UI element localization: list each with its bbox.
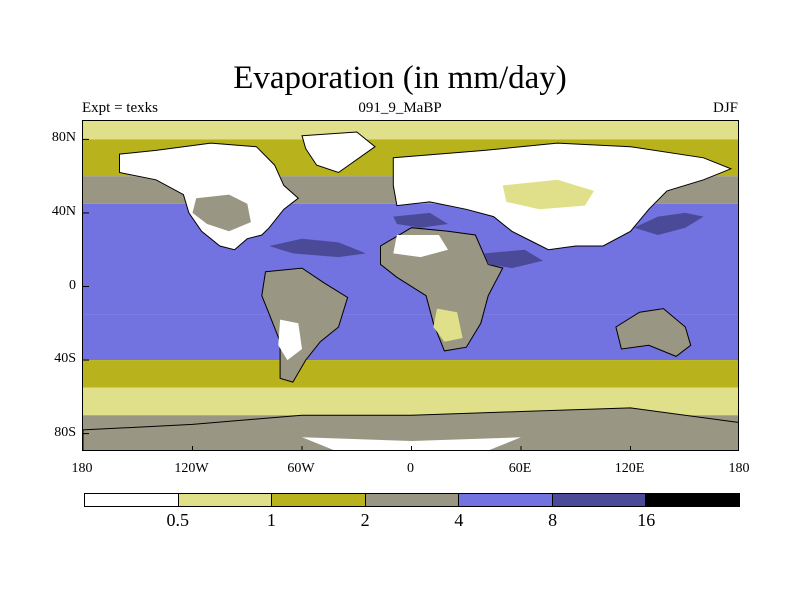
colorbar-level-label: 0.5 xyxy=(166,510,189,530)
region-indian-max xyxy=(484,249,543,269)
region-australia xyxy=(615,308,692,357)
region-africa-dry xyxy=(393,235,448,258)
x-tick-label: 0 xyxy=(407,461,414,476)
region-antarctica xyxy=(83,407,738,450)
colorbar-box-6 xyxy=(646,494,740,506)
region-north-america xyxy=(119,142,300,251)
experiment-label: Expt = texks xyxy=(82,100,158,116)
run-id-label: 091_9_MaBP xyxy=(358,100,442,116)
x-tick-label: 60W xyxy=(287,461,315,476)
region-north-america-interior xyxy=(192,194,251,232)
colorbar-box-2 xyxy=(272,494,366,506)
y-tick-label: 80S xyxy=(54,424,76,440)
region-south-america xyxy=(261,267,349,383)
colorbar-level-label: 2 xyxy=(360,510,370,530)
colorbar-level-label: 4 xyxy=(454,510,464,530)
colorbar-box-4 xyxy=(459,494,553,506)
latitude-band-0 xyxy=(83,121,738,140)
y-tick-label: 80N xyxy=(51,130,76,146)
region-antarctica-dry xyxy=(302,437,521,450)
evaporation-contour-map xyxy=(83,121,738,450)
season-label: DJF xyxy=(712,100,738,116)
x-tick-label: 120E xyxy=(614,461,645,476)
x-tick-label: 180 xyxy=(728,461,750,476)
region-africa xyxy=(380,227,504,352)
colorbar-level-label: 1 xyxy=(266,510,276,530)
chart-title: Evaporation (in mm/day) xyxy=(233,60,567,96)
x-tick-label: 180 xyxy=(71,461,93,476)
region-kuroshio-max xyxy=(634,212,704,235)
colorbar-level-label: 16 xyxy=(637,510,656,530)
colorbar-box-0 xyxy=(85,494,179,506)
x-tick-label: 60E xyxy=(508,461,532,476)
region-greenland xyxy=(301,131,376,174)
region-gulfstream-max xyxy=(269,238,366,258)
y-tick-label: 0 xyxy=(69,277,76,293)
latitude-band-5 xyxy=(83,360,738,388)
region-tethys-max xyxy=(393,212,448,228)
y-tick-label: 40N xyxy=(51,203,76,219)
region-eurasia-interior xyxy=(502,179,594,210)
colorbar-box-3 xyxy=(365,494,460,506)
region-south-america-dry xyxy=(278,319,302,361)
colorbar-box-5 xyxy=(552,494,647,506)
colorbar-level-label: 8 xyxy=(548,510,558,530)
colorbar xyxy=(84,493,740,507)
x-tick-label: 120W xyxy=(174,461,209,476)
colorbar-box-1 xyxy=(178,494,273,506)
region-africa-south-dry xyxy=(433,308,463,342)
y-tick-label: 40S xyxy=(54,351,76,367)
map-plot-area xyxy=(82,120,739,451)
